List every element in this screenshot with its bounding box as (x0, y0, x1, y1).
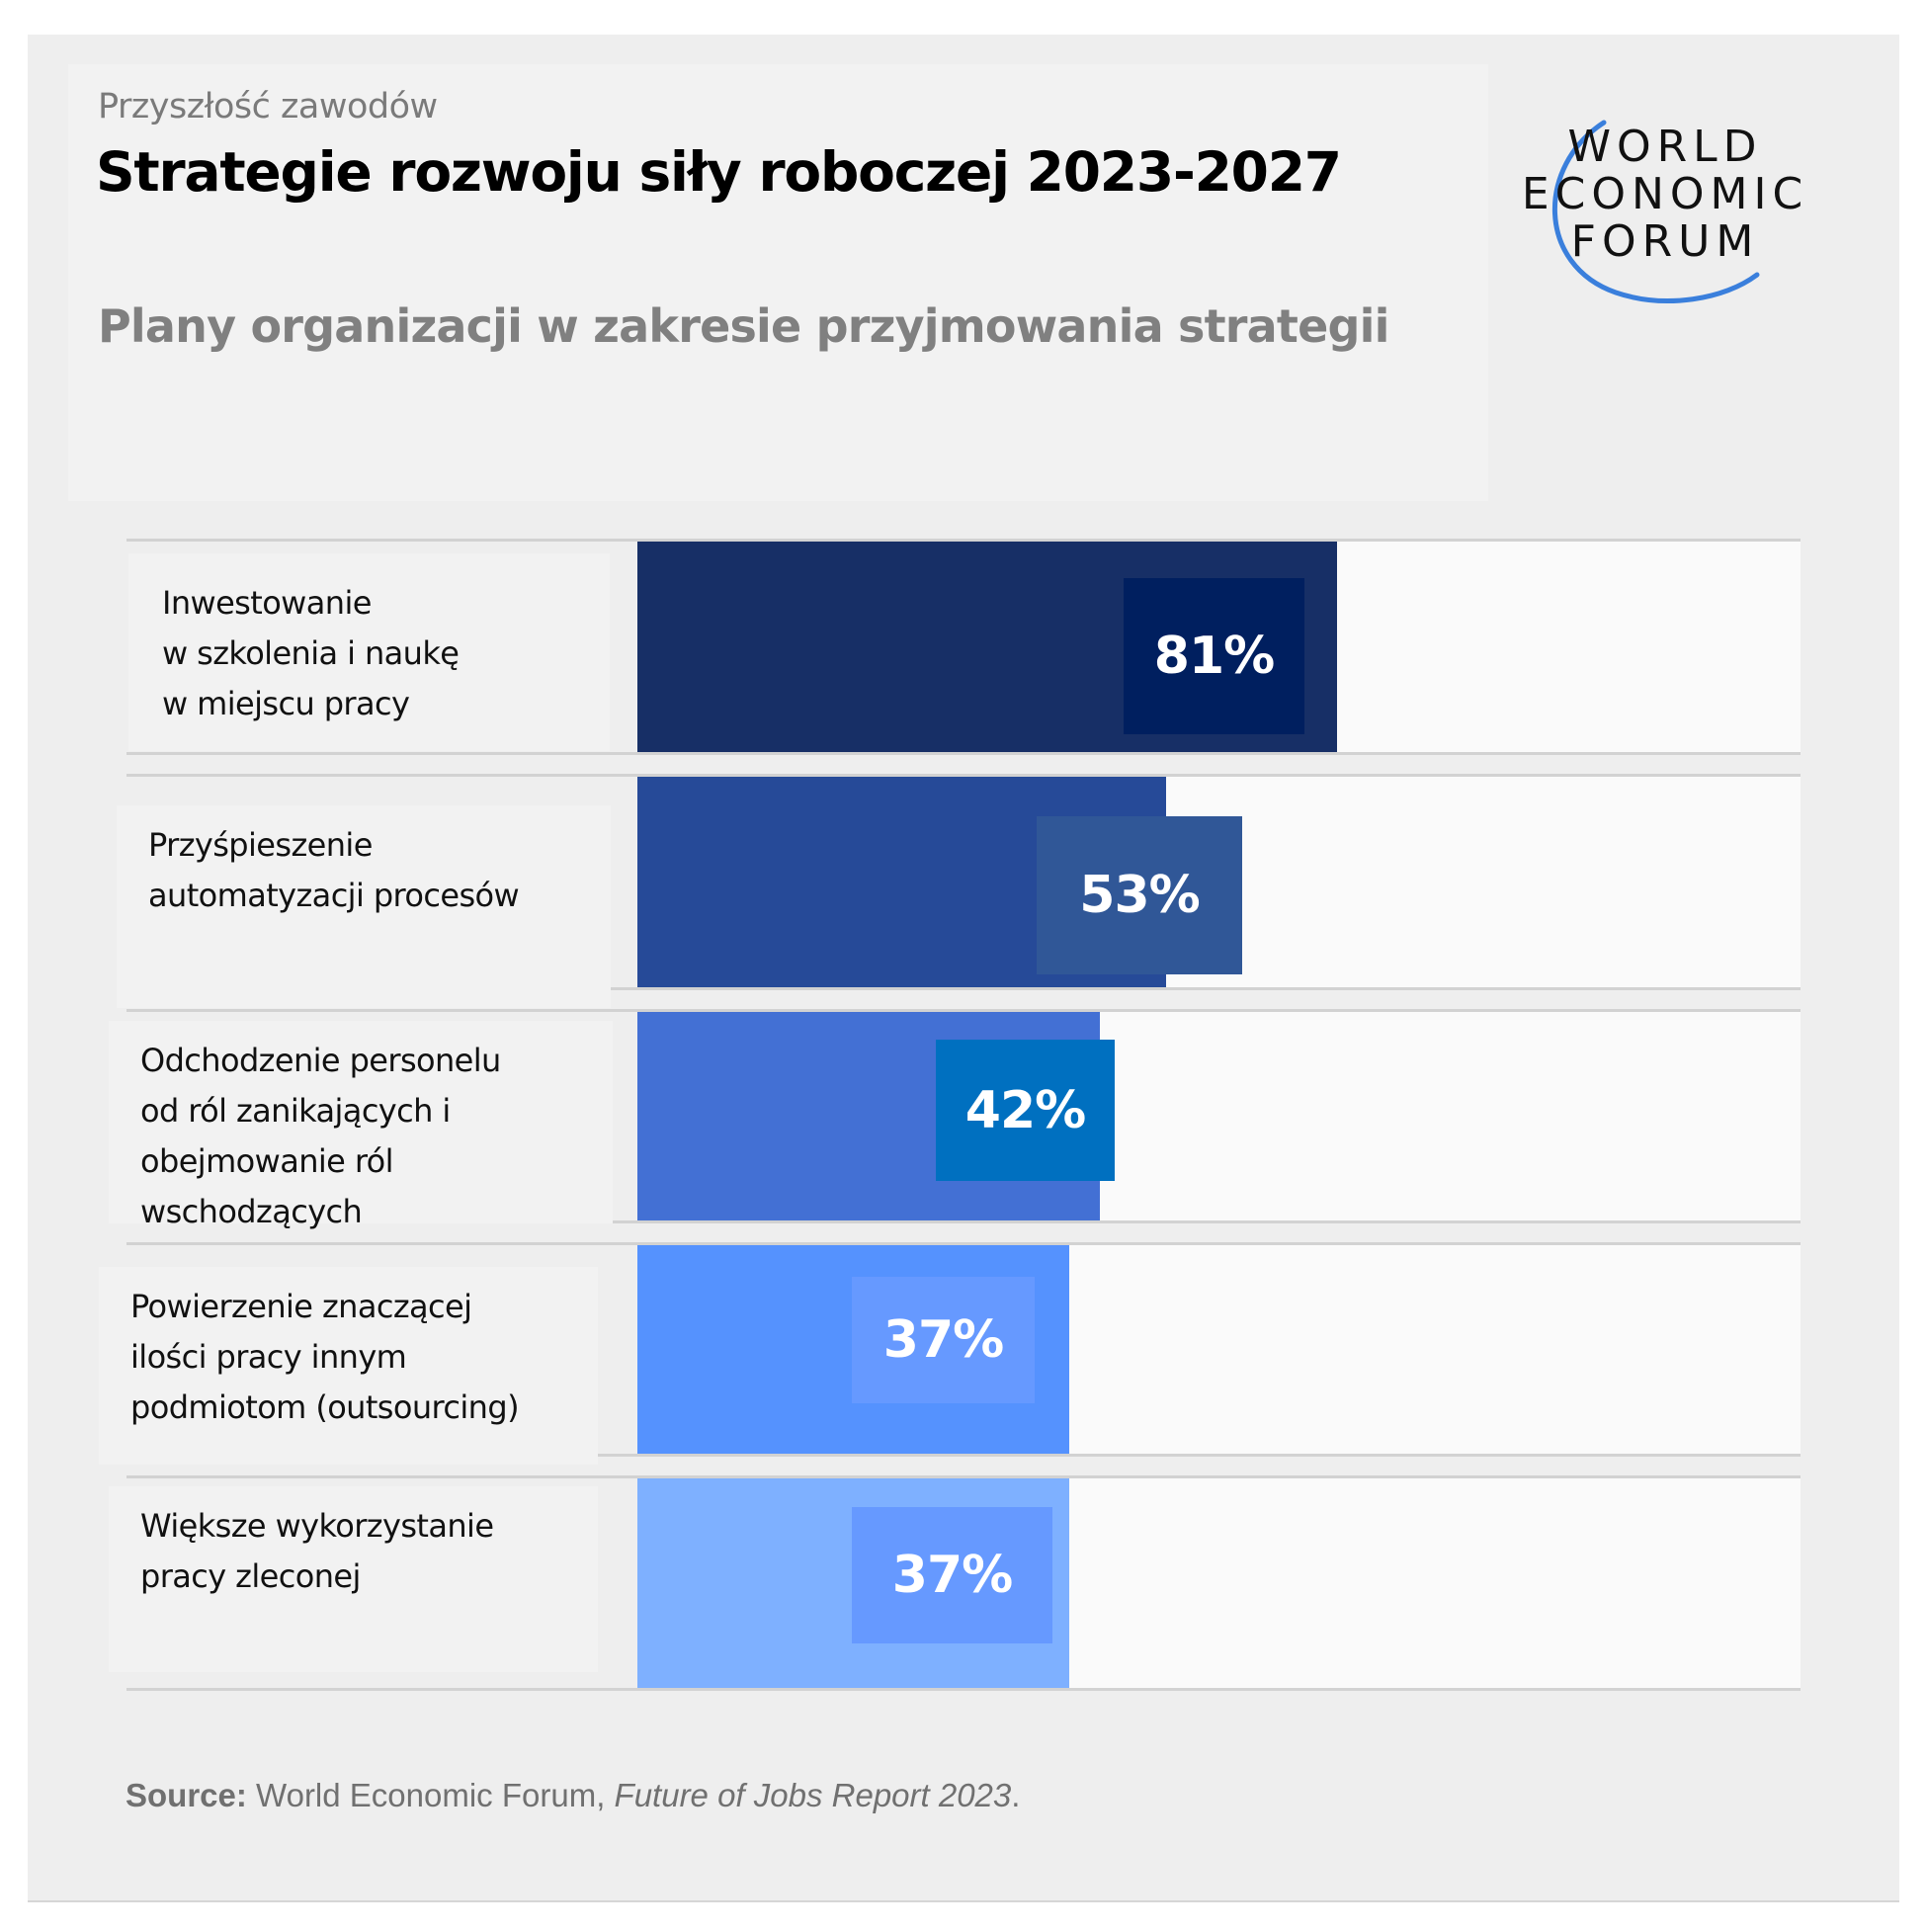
row-separator (126, 752, 1801, 755)
wef-logo: WORLD ECONOMIC FORUM (1497, 117, 1833, 314)
value-label: 81% (1153, 627, 1275, 686)
logo-word-2: ECONOMIC (1521, 169, 1809, 219)
logo-word-1: WORLD (1567, 122, 1763, 172)
row-separator (126, 1242, 1801, 1245)
category-label: Powierzenie znaczącej ilości pracy innym… (130, 1288, 520, 1426)
value-chip: 42% (936, 1040, 1115, 1181)
category-label: Przyśpieszenie automatyzacji procesów (148, 826, 520, 914)
source-label: Source: (126, 1777, 247, 1813)
kicker: Przyszłość zawodów (98, 87, 438, 126)
category-label-box (117, 805, 611, 1008)
category-label-box (109, 1486, 598, 1672)
value-label: 37% (882, 1310, 1004, 1370)
value-chip: 37% (852, 1507, 1052, 1643)
category-label: Większe wykorzystanie pracy zleconej (140, 1507, 494, 1595)
row-separator (126, 539, 1801, 542)
source-note: Source: World Economic Forum, Future of … (126, 1777, 1020, 1814)
value-chip: 37% (852, 1277, 1035, 1403)
row-separator (126, 1009, 1801, 1012)
category-label-box (109, 1021, 613, 1223)
row-separator (126, 987, 1801, 990)
row-separator (126, 1454, 1801, 1457)
source-report: Future of Jobs Report 2023 (614, 1777, 1012, 1813)
category-label: Odchodzenie personelu od ról zanikającyc… (140, 1042, 501, 1230)
row-separator (126, 1475, 1801, 1478)
source-end: . (1011, 1777, 1021, 1813)
category-label-box (128, 553, 610, 751)
chart-subtitle: Plany organizacji w zakresie przyjmowani… (98, 299, 1389, 353)
chart-title: Strategie rozwoju siły roboczej 2023-202… (96, 140, 1342, 204)
value-label: 37% (891, 1546, 1013, 1605)
category-label: Inwestowanie w szkolenia i naukę w miejs… (162, 584, 460, 722)
header-panel (68, 64, 1488, 501)
logo-word-3: FORUM (1570, 216, 1760, 267)
logo-arc-icon (1551, 120, 1760, 303)
row-separator (126, 1688, 1801, 1691)
value-chip: 81% (1124, 578, 1304, 734)
value-label: 53% (1079, 866, 1200, 925)
row-separator (126, 774, 1801, 777)
category-label-box (99, 1267, 598, 1465)
row-separator (126, 1220, 1801, 1223)
source-publisher: World Economic Forum, (246, 1777, 615, 1813)
value-chip: 53% (1037, 816, 1242, 974)
value-label: 42% (964, 1080, 1086, 1140)
